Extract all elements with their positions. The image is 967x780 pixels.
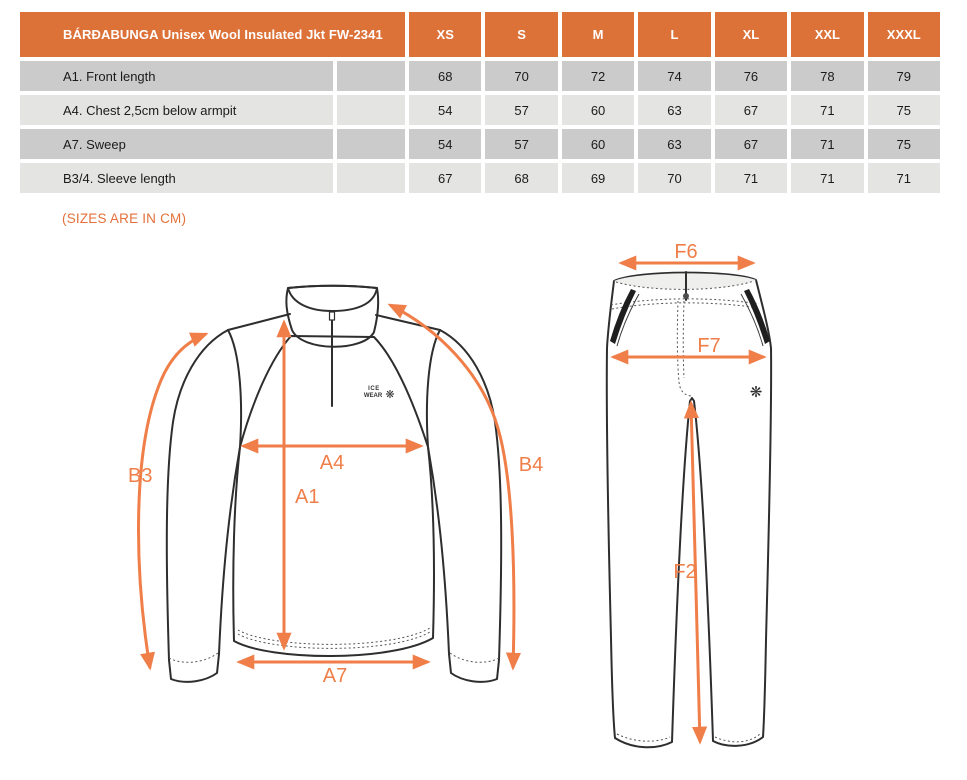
- column-header-xl: XL: [714, 12, 788, 57]
- row-label-sleeve-length: B3/4. Sleeve length: [20, 163, 333, 193]
- left-shoulder-seam: [227, 313, 291, 331]
- size-value-cell: 71: [791, 95, 864, 125]
- measurement-label-f7: F7: [697, 335, 720, 357]
- waist-inner-stitching: [615, 280, 755, 290]
- jacket-right-sleeve: [425, 329, 503, 683]
- size-value-cell: 67: [409, 163, 482, 193]
- hem-stitching: [237, 631, 431, 649]
- size-value-cell: 70: [485, 61, 558, 91]
- jacket-collar-inner: [287, 284, 378, 312]
- row-label-chest: A4. Chest 2,5cm below armpit: [20, 95, 333, 125]
- row-label-front-length: A1. Front length: [20, 61, 333, 91]
- left-pocket-line: [616, 293, 640, 347]
- measurement-arrow-b3: [137, 332, 209, 671]
- size-value-cell: 75: [867, 129, 940, 159]
- measurement-label-b3: B3: [128, 465, 152, 487]
- jacket-body: [232, 335, 435, 657]
- measurement-label-f2: F2: [673, 561, 696, 583]
- size-value-cell: 69: [561, 163, 635, 193]
- column-header-s: S: [485, 12, 558, 57]
- size-value-cell: 63: [638, 95, 711, 125]
- spacer-cell: [337, 163, 405, 193]
- spacer-cell: [337, 129, 405, 159]
- size-value-cell: 79: [867, 61, 940, 91]
- column-header-xxl: XXL: [791, 12, 864, 57]
- size-value-cell: 60: [561, 95, 635, 125]
- cuff-stitching: [449, 652, 500, 663]
- size-value-cell: 54: [409, 129, 482, 159]
- table-title: BÁRÐABUNGA Unisex Wool Insulated Jkt FW-…: [20, 12, 405, 57]
- column-header-xs: XS: [409, 12, 482, 57]
- fly-stitching: [682, 300, 685, 379]
- right-hem-stitching: [714, 732, 762, 743]
- size-value-cell: 70: [638, 163, 711, 193]
- size-value-cell: 68: [485, 163, 558, 193]
- column-header-xxxl: XXXL: [867, 12, 940, 57]
- snowflake-icon: ❋: [750, 384, 763, 401]
- size-value-cell: 67: [714, 129, 788, 159]
- column-header-l: L: [638, 12, 711, 57]
- right-pocket-line: [740, 293, 764, 347]
- size-value-cell: 76: [714, 61, 788, 91]
- icewear-logo: ICE WEAR ❋: [364, 386, 395, 401]
- size-chart-table: BÁRÐABUNGA Unisex Wool Insulated Jkt FW-…: [20, 12, 940, 193]
- snowflake-icon: ❋: [385, 389, 394, 401]
- waistband-stitching: [611, 302, 759, 310]
- size-value-cell: 57: [485, 95, 558, 125]
- size-value-cell: 54: [409, 95, 482, 125]
- logo-text-line2: WEAR: [364, 393, 383, 399]
- jacket-left-sleeve: [165, 329, 243, 683]
- cuff-stitching: [168, 652, 219, 663]
- measurement-label-f6: F6: [674, 241, 697, 263]
- measurement-diagrams: ICE WEAR ❋ B3 A4 A1 B4 A7: [128, 241, 773, 749]
- left-pocket-opening: [610, 289, 636, 344]
- logo-text-line1: ICE: [368, 386, 380, 392]
- measurement-label-b4: B4: [519, 454, 543, 476]
- size-value-cell: 63: [638, 129, 711, 159]
- size-value-cell: 68: [409, 61, 482, 91]
- waist-button: [683, 293, 689, 299]
- size-value-cell: 72: [561, 61, 635, 91]
- measurement-label-a7: A7: [323, 665, 347, 687]
- size-value-cell: 78: [791, 61, 864, 91]
- size-value-cell: 74: [638, 61, 711, 91]
- size-value-cell: 60: [561, 129, 635, 159]
- size-value-cell: 75: [867, 95, 940, 125]
- spacer-cell: [337, 95, 405, 125]
- size-value-cell: 71: [791, 163, 864, 193]
- size-value-cell: 57: [485, 129, 558, 159]
- column-header-m: M: [561, 12, 635, 57]
- size-value-cell: 67: [714, 95, 788, 125]
- left-hem-stitching: [616, 733, 671, 742]
- size-value-cell: 71: [791, 129, 864, 159]
- right-shoulder-seam: [375, 314, 441, 331]
- units-note: (SIZES ARE IN CM): [62, 211, 187, 226]
- measurement-arrow-f2: [683, 400, 708, 745]
- pants-outline: [605, 271, 773, 749]
- size-value-cell: 71: [714, 163, 788, 193]
- fly-stitching: [676, 300, 692, 397]
- measurement-label-a1: A1: [295, 486, 319, 508]
- measurement-arrow-b4: [387, 303, 522, 671]
- zipper-pull: [328, 311, 336, 321]
- right-pocket-opening: [744, 289, 770, 344]
- size-value-cell: 71: [867, 163, 940, 193]
- jacket-diagram: ICE WEAR ❋ B3 A4 A1 B4 A7: [128, 284, 543, 687]
- measurement-label-a4: A4: [320, 452, 344, 474]
- hem-stitching: [237, 627, 431, 645]
- pants-diagram: ❋ F6 F7 F2: [605, 241, 773, 749]
- row-label-sweep: A7. Sweep: [20, 129, 333, 159]
- spacer-cell: [337, 61, 405, 91]
